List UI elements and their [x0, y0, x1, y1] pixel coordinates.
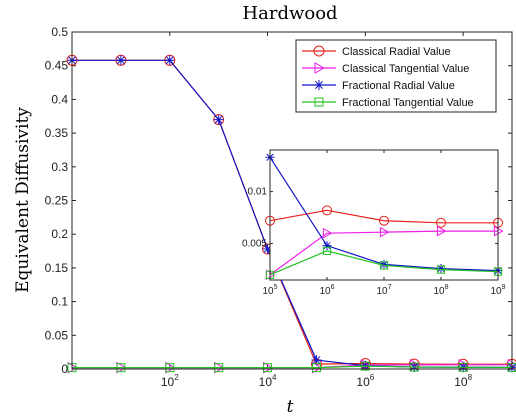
- inset-marker: [322, 205, 332, 216]
- y-tick-label: 0.35: [45, 126, 69, 140]
- x-tick-label: 104: [259, 373, 277, 389]
- inset-plot: 0.005 0.01 105 106 107 108 109: [242, 149, 506, 297]
- inset-marker: [379, 261, 389, 270]
- inset-x-tick-label: 109: [490, 284, 505, 297]
- main-marker: [263, 363, 273, 373]
- inset-marker: [436, 225, 447, 237]
- y-tick-label: 0: [61, 362, 68, 376]
- inset-line-fractional-tangential-value: [269, 250, 499, 276]
- y-tick-label: 0.5: [51, 25, 68, 39]
- y-tick-label: 0.45: [45, 59, 69, 73]
- y-tick-label: 0.15: [45, 261, 69, 275]
- inset-y-tick-label: 0.005: [242, 239, 267, 250]
- inset-y-tick-label: 0.01: [248, 187, 268, 198]
- inset-marker: [322, 241, 332, 251]
- main-marker: [116, 363, 126, 373]
- main-plot-series: [66, 54, 516, 374]
- inset-marker: [379, 259, 389, 269]
- legend-entry-fractional-radial-value: Fractional Radial Value: [302, 80, 455, 92]
- legend-entry-classical-radial-value: Classical Radial Value: [302, 45, 451, 58]
- main-marker: [213, 114, 224, 125]
- x-tick-label: 102: [161, 373, 179, 389]
- main-marker: [115, 55, 126, 66]
- inset-marker: [379, 215, 389, 226]
- y-tick-label: 0.05: [45, 328, 69, 342]
- main-marker: [164, 55, 175, 66]
- inset-marker: [436, 217, 446, 228]
- legend-label: Fractional Radial Value: [342, 80, 455, 92]
- legend-label: Fractional Tangential Value: [342, 97, 474, 109]
- main-line-fractional-tangential-value: [72, 365, 513, 369]
- inset-marker: [436, 264, 446, 274]
- legend-marker: [314, 62, 326, 74]
- inset-x-tick-label: 105: [262, 284, 277, 297]
- main-marker: [360, 361, 370, 371]
- main-marker: [409, 362, 419, 372]
- legend-marker: [314, 97, 324, 107]
- x-tick-label: 108: [454, 373, 472, 389]
- chart-title: Hardwood: [242, 3, 337, 24]
- inset-marker: [322, 227, 333, 239]
- legend: Classical Radial Value Classical Tangenti…: [295, 39, 497, 113]
- legend-marker: [313, 45, 325, 57]
- x-tick-label: 106: [356, 373, 374, 389]
- inset-x-tick-label: 107: [376, 284, 391, 297]
- legend-entry-classical-tangential-value: Classical Tangential Value: [302, 62, 469, 75]
- inset-marker: [436, 265, 446, 274]
- main-series-fractional-tangential-value: [67, 361, 516, 373]
- legend-box: [295, 39, 497, 113]
- main-marker: [165, 363, 175, 373]
- inset-x-tick-label: 108: [433, 284, 448, 297]
- legend-label: Classical Tangential Value: [342, 63, 469, 75]
- y-tick-label: 0.4: [51, 92, 68, 106]
- main-plot-frame: [71, 31, 513, 370]
- main-marker: [262, 244, 273, 255]
- inset-x-tick-label: 106: [319, 284, 334, 297]
- inset-line-classical-radial-value: [269, 209, 498, 224]
- y-tick-label: 0.1: [51, 295, 68, 309]
- main-marker: [214, 363, 224, 373]
- legend-marker: [314, 80, 324, 90]
- x-axis-label: t: [287, 397, 294, 417]
- inset-marker: [379, 226, 390, 238]
- inset-plot-frame: [269, 149, 499, 281]
- main-marker: [311, 363, 321, 373]
- main-axis-ticks: 0 0.05 0.1 0.15 0.2 0.25 0.3 0.35 0.4 0.45 0.5 102 1…: [45, 25, 512, 389]
- inset-line-classical-tangential-value: [269, 230, 498, 276]
- inset-marker: [322, 246, 332, 255]
- legend-label: Classical Radial Value: [342, 46, 451, 58]
- main-marker: [458, 362, 468, 372]
- y-axis-label: Equivalent Diffusivity: [13, 107, 33, 293]
- y-tick-label: 0.25: [45, 194, 69, 208]
- main-series-classical-tangential-value: [67, 358, 516, 374]
- legend-entry-fractional-tangential-value: Fractional Tangential Value: [302, 97, 474, 109]
- y-tick-label: 0.3: [51, 160, 68, 174]
- main-marker: [311, 355, 322, 366]
- y-tick-label: 0.2: [51, 227, 68, 241]
